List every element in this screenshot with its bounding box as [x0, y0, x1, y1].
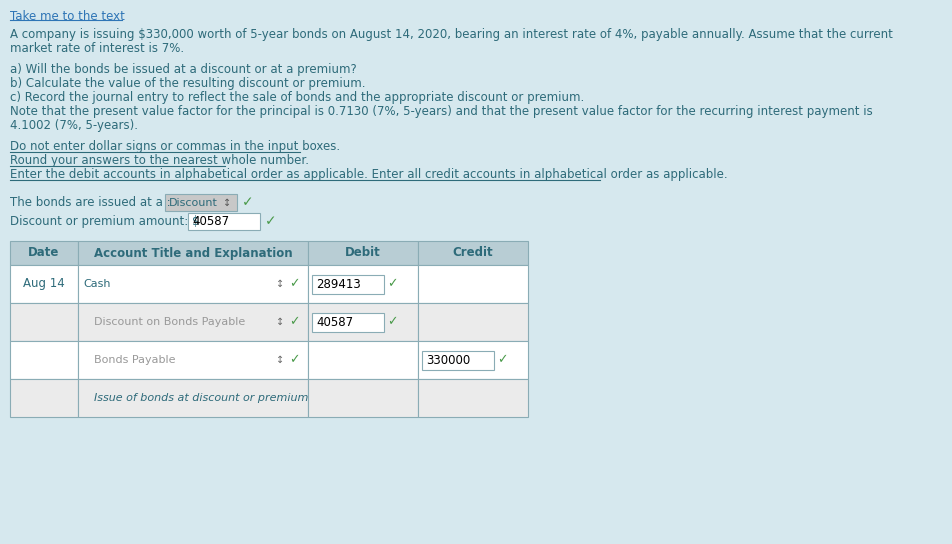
FancyBboxPatch shape	[418, 303, 527, 341]
FancyBboxPatch shape	[307, 303, 418, 341]
FancyBboxPatch shape	[418, 241, 527, 265]
Text: Enter the debit accounts in alphabetical order as applicable. Enter all credit a: Enter the debit accounts in alphabetical…	[10, 168, 727, 181]
Text: 330000: 330000	[426, 354, 469, 367]
Text: ↕: ↕	[276, 317, 284, 327]
Text: market rate of interest is 7%.: market rate of interest is 7%.	[10, 42, 184, 55]
Text: Date: Date	[29, 246, 60, 259]
Text: ✓: ✓	[242, 195, 253, 209]
Text: The bonds are issued at a :: The bonds are issued at a :	[10, 196, 174, 209]
Text: ↕: ↕	[276, 279, 284, 289]
Text: 4.1002 (7%, 5-years).: 4.1002 (7%, 5-years).	[10, 119, 138, 132]
Text: ✓: ✓	[265, 214, 276, 228]
FancyBboxPatch shape	[307, 341, 418, 379]
Text: ✓: ✓	[288, 277, 299, 290]
Text: ✓: ✓	[387, 277, 397, 290]
Text: ✓: ✓	[288, 316, 299, 329]
Text: ✓: ✓	[288, 354, 299, 367]
Text: c) Record the journal entry to reflect the sale of bonds and the appropriate dis: c) Record the journal entry to reflect t…	[10, 91, 584, 104]
Text: Discount or premium amount: $: Discount or premium amount: $	[10, 215, 199, 228]
Text: Issue of bonds at discount or premium: Issue of bonds at discount or premium	[94, 393, 308, 403]
Text: Note that the present value factor for the principal is 0.7130 (7%, 5-years) and: Note that the present value factor for t…	[10, 105, 872, 118]
FancyBboxPatch shape	[10, 265, 78, 303]
FancyBboxPatch shape	[188, 213, 260, 230]
Text: Round your answers to the nearest whole number.: Round your answers to the nearest whole …	[10, 154, 308, 167]
FancyBboxPatch shape	[307, 379, 418, 417]
Text: 289413: 289413	[316, 277, 361, 290]
Text: a) Will the bonds be issued at a discount or at a premium?: a) Will the bonds be issued at a discoun…	[10, 63, 356, 76]
FancyBboxPatch shape	[10, 379, 78, 417]
FancyBboxPatch shape	[78, 265, 307, 303]
Text: Discount: Discount	[169, 197, 218, 207]
FancyBboxPatch shape	[78, 303, 307, 341]
Text: Do not enter dollar signs or commas in the input boxes.: Do not enter dollar signs or commas in t…	[10, 140, 340, 153]
FancyBboxPatch shape	[78, 341, 307, 379]
Text: 40587: 40587	[191, 215, 228, 228]
FancyBboxPatch shape	[78, 379, 307, 417]
FancyBboxPatch shape	[307, 241, 418, 265]
Text: 40587: 40587	[316, 316, 353, 329]
FancyBboxPatch shape	[418, 379, 527, 417]
Text: Credit: Credit	[452, 246, 493, 259]
Text: Discount on Bonds Payable: Discount on Bonds Payable	[94, 317, 245, 327]
Text: ✓: ✓	[497, 354, 507, 367]
FancyBboxPatch shape	[10, 241, 78, 265]
Text: Cash: Cash	[83, 279, 110, 289]
FancyBboxPatch shape	[422, 350, 493, 369]
Text: Take me to the text: Take me to the text	[10, 10, 125, 23]
Text: Aug 14: Aug 14	[23, 277, 65, 290]
FancyBboxPatch shape	[418, 265, 527, 303]
Text: ✓: ✓	[387, 316, 397, 329]
Text: Account Title and Explanation: Account Title and Explanation	[93, 246, 292, 259]
Text: b) Calculate the value of the resulting discount or premium.: b) Calculate the value of the resulting …	[10, 77, 366, 90]
Text: Bonds Payable: Bonds Payable	[94, 355, 175, 365]
FancyBboxPatch shape	[311, 312, 384, 331]
FancyBboxPatch shape	[311, 275, 384, 294]
FancyBboxPatch shape	[418, 341, 527, 379]
FancyBboxPatch shape	[10, 341, 78, 379]
Text: ↕: ↕	[276, 355, 284, 365]
FancyBboxPatch shape	[307, 265, 418, 303]
Text: Debit: Debit	[345, 246, 381, 259]
FancyBboxPatch shape	[10, 303, 78, 341]
Text: A company is issuing $330,000 worth of 5-year bonds on August 14, 2020, bearing : A company is issuing $330,000 worth of 5…	[10, 28, 892, 41]
FancyBboxPatch shape	[78, 241, 307, 265]
FancyBboxPatch shape	[165, 194, 237, 211]
Text: ↕: ↕	[223, 197, 231, 207]
